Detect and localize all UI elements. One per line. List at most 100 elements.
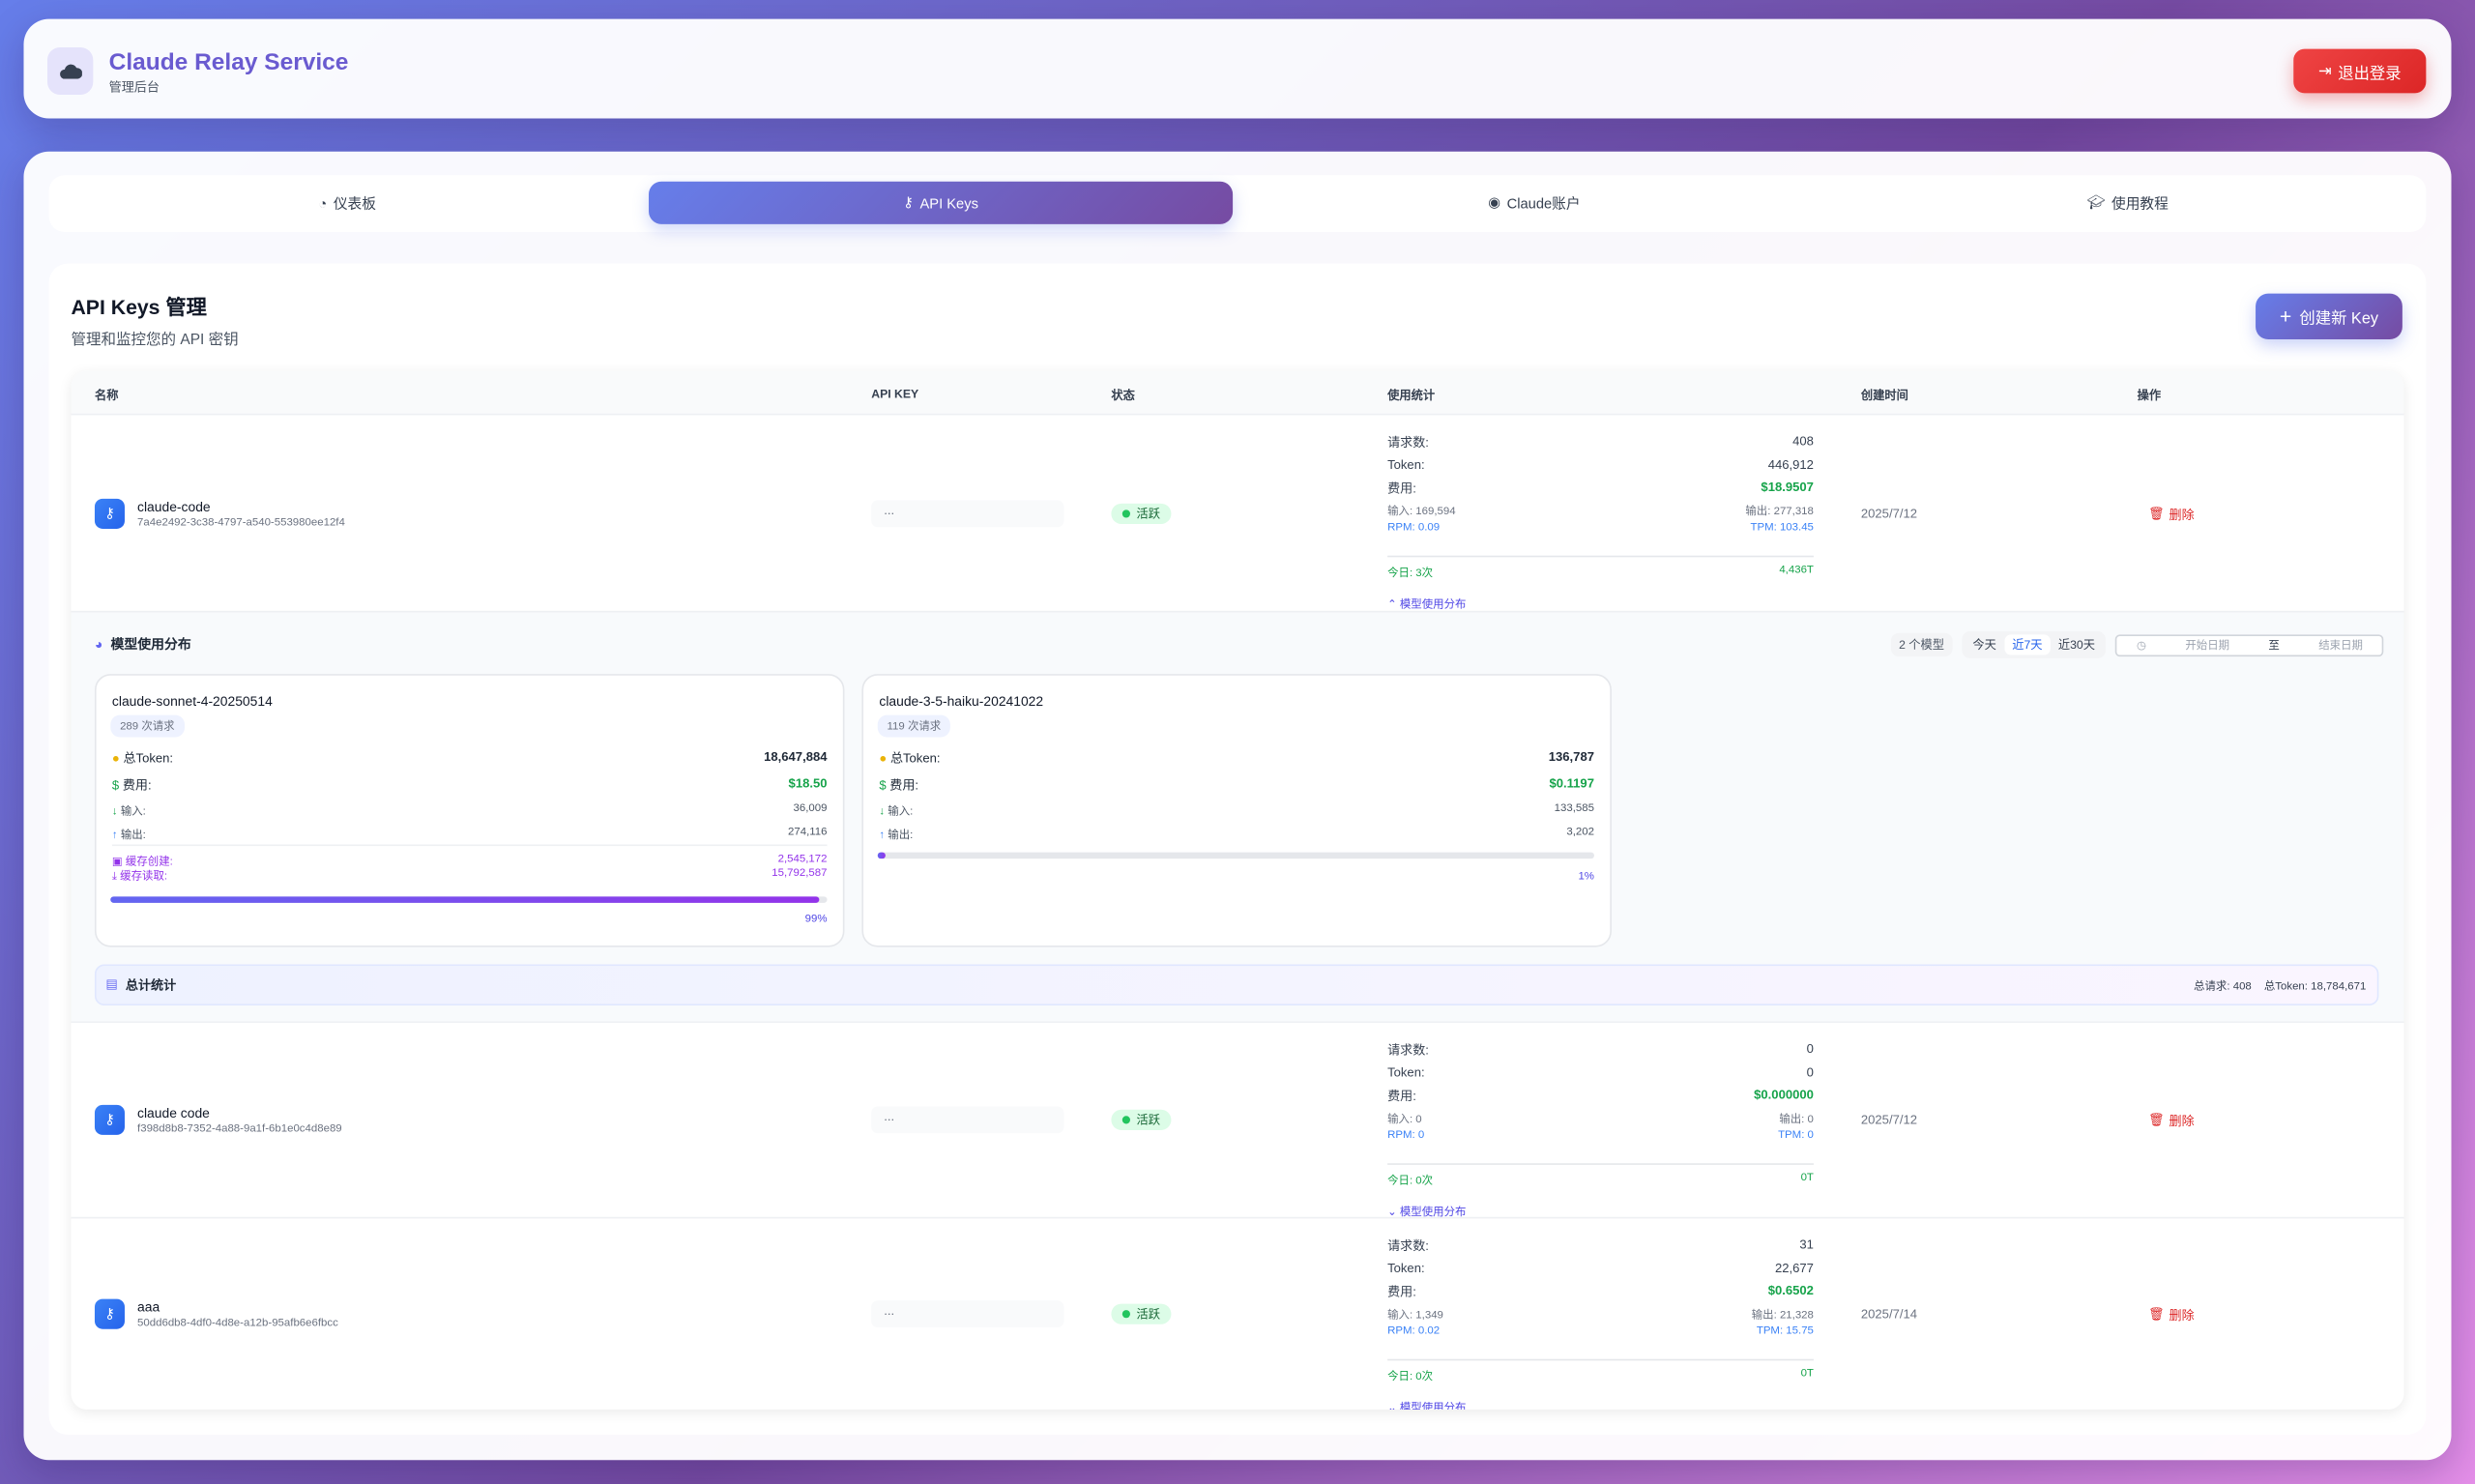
- status-badge: 活跃: [1111, 1303, 1172, 1324]
- model-total-token: 136,787: [1548, 749, 1594, 765]
- output-label: 输出:: [120, 829, 146, 842]
- table-header: 名称 API KEY 状态 使用统计 创建时间 操作: [71, 370, 2404, 414]
- tpm-value: TPM: 0: [1778, 1129, 1814, 1142]
- cost-value: $18.9507: [1761, 480, 1814, 495]
- arrow-up-icon: ↑: [111, 829, 118, 842]
- tpm-value: TPM: 103.45: [1750, 522, 1814, 534]
- api-key-masked[interactable]: ...: [871, 1300, 1064, 1328]
- delete-label: 删除: [2169, 1114, 2195, 1129]
- total-stats-title: ▤ 总计统计: [105, 977, 176, 995]
- delete-button[interactable]: 🗑︎ 删除: [2148, 1113, 2195, 1130]
- end-date-input[interactable]: 结束日期: [2318, 640, 2363, 652]
- total-stats-values: 总请求: 408 总Token: 18,784,671: [2194, 978, 2366, 994]
- table-row: ⚷ aaa 50dd6db8-4df0-4d8e-a12b-95afb6e6fb…: [71, 1216, 2404, 1410]
- requests-value: 408: [1792, 433, 1814, 449]
- arrow-down-icon: ↓: [111, 806, 118, 818]
- create-key-button[interactable]: + 创建新 Key: [2256, 293, 2402, 340]
- total-requests: 总请求: 408: [2194, 981, 2252, 993]
- model-distribution-toggle[interactable]: ⌄ 模型使用分布: [1387, 1400, 1466, 1410]
- toggle-label: 模型使用分布: [1399, 1403, 1467, 1410]
- cost-label: 费用:: [1387, 480, 1416, 496]
- model-input: 36,009: [793, 803, 828, 815]
- graduation-cap-icon: 🎓︎: [2086, 193, 2106, 211]
- tab-tutorial[interactable]: 🎓︎ 使用教程: [1836, 182, 2420, 224]
- api-key-masked[interactable]: ...: [871, 1106, 1064, 1134]
- coins-icon: ●: [879, 751, 888, 766]
- download-icon: ⤓: [111, 871, 117, 883]
- cost-label: 费用:: [1387, 1284, 1416, 1299]
- total-token-label: 总Token:: [889, 751, 941, 766]
- cloud-icon: [46, 46, 94, 95]
- column-created: 创建时间: [1860, 388, 1908, 403]
- column-status: 状态: [1111, 388, 1135, 403]
- model-distribution-toggle[interactable]: ⌄ 模型使用分布: [1387, 1205, 1466, 1220]
- usage-progress-bar: [877, 852, 1594, 859]
- rpm-value: RPM: 0: [1387, 1129, 1425, 1142]
- delete-button[interactable]: 🗑︎ 删除: [2148, 506, 2195, 523]
- model-card: claude-sonnet-4-20250514 289 次请求 ● 总Toke…: [94, 674, 845, 947]
- range-selector: 今天 近7天 近30天: [1962, 631, 2107, 658]
- key-icon: ⚷: [903, 193, 914, 211]
- tab-api-keys[interactable]: ⚷ API Keys: [649, 181, 1234, 224]
- cost-label: 费用:: [889, 777, 919, 793]
- cost-label: 费用:: [122, 777, 152, 793]
- api-keys-section: API Keys 管理 管理和监控您的 API 密钥 + 创建新 Key 名称 A…: [48, 263, 2427, 1436]
- status-badge: 活跃: [1111, 1109, 1172, 1130]
- tab-label: API Keys: [919, 194, 978, 211]
- cache-create-label: 缓存创建:: [125, 857, 173, 868]
- token-value: 0: [1806, 1065, 1814, 1080]
- date-range-picker[interactable]: ◷ 开始日期 至 结束日期: [2115, 633, 2384, 656]
- app-subtitle: 管理后台: [108, 80, 160, 95]
- usage-percent: 1%: [1578, 871, 1594, 883]
- delete-label: 删除: [2169, 1308, 2195, 1324]
- total-token-label: 总Token:: [123, 751, 174, 766]
- model-cost: $0.1197: [1549, 776, 1594, 791]
- requests-label: 请求数:: [1387, 1043, 1429, 1058]
- cost-label: 费用:: [1387, 1089, 1416, 1104]
- requests-value: 0: [1806, 1041, 1814, 1057]
- tab-label: Claude账户: [1506, 195, 1581, 212]
- model-filter-bar: 2 个模型 今天 近7天 近30天 ◷ 开始日期 至 结束日期: [1890, 631, 2384, 658]
- usage-percent: 99%: [804, 914, 828, 925]
- cache-read-label: 缓存读取:: [120, 871, 168, 883]
- pie-chart-icon: ◕: [94, 635, 103, 653]
- logout-button[interactable]: ⇥ 退出登录: [2293, 48, 2427, 94]
- arrow-down-icon: ↓: [879, 806, 886, 818]
- input-tokens: 输入: 0: [1387, 1114, 1422, 1126]
- created-date: 2025/7/12: [1860, 506, 1918, 520]
- column-actions: 操作: [2137, 388, 2162, 403]
- api-key-masked[interactable]: ...: [871, 499, 1064, 527]
- trash-icon: 🗑︎: [2148, 506, 2165, 520]
- model-cache-create: 2,545,172: [777, 854, 828, 865]
- start-date-input[interactable]: 开始日期: [2185, 640, 2230, 652]
- trash-icon: 🗑︎: [2148, 1306, 2165, 1322]
- total-tokens: 总Token: 18,784,671: [2263, 981, 2367, 993]
- total-stats-bar: ▤ 总计统计 总请求: 408 总Token: 18,784,671: [94, 964, 2379, 1005]
- requests-label: 请求数:: [1387, 1238, 1429, 1254]
- today-tokens: 0T: [1800, 1173, 1814, 1184]
- model-distribution-toggle[interactable]: ⌃ 模型使用分布: [1387, 597, 1466, 612]
- total-title-text: 总计统计: [125, 978, 177, 993]
- created-date: 2025/7/14: [1860, 1306, 1918, 1322]
- token-value: 446,912: [1767, 457, 1814, 473]
- range-7-days[interactable]: 近7天: [2004, 634, 2051, 655]
- toggle-label: 模型使用分布: [1399, 1207, 1467, 1219]
- today-requests: 今日: 3次: [1387, 567, 1434, 580]
- model-distribution-panel: ◕ 模型使用分布 2 个模型 今天 近7天 近30天 ◷ 开始日期 至 结束日期 cla…: [71, 610, 2404, 1022]
- logout-label: 退出登录: [2338, 65, 2402, 83]
- output-tokens: 输出: 21,328: [1751, 1310, 1814, 1322]
- key-icon: ⚷: [94, 498, 125, 529]
- app-title: Claude Relay Service: [108, 48, 349, 76]
- model-distribution-header: ◕ 模型使用分布: [95, 634, 191, 654]
- input-label: 输入:: [888, 806, 914, 818]
- tab-bar: ◔ 仪表板 ⚷ API Keys ◉ Claude账户 🎓︎ 使用教程: [48, 175, 2427, 232]
- tab-claude-accounts[interactable]: ◉ Claude账户: [1242, 182, 1826, 224]
- tab-dashboard[interactable]: ◔ 仪表板: [55, 182, 639, 224]
- model-output: 3,202: [1566, 827, 1594, 838]
- tab-label: 仪表板: [333, 195, 376, 212]
- delete-button[interactable]: 🗑︎ 删除: [2148, 1307, 2195, 1324]
- model-count-badge: 2 个模型: [1890, 632, 1953, 657]
- range-30-days[interactable]: 近30天: [2057, 637, 2095, 653]
- chevron-icon: ⌄: [1387, 1207, 1397, 1219]
- range-today[interactable]: 今天: [1972, 637, 1996, 653]
